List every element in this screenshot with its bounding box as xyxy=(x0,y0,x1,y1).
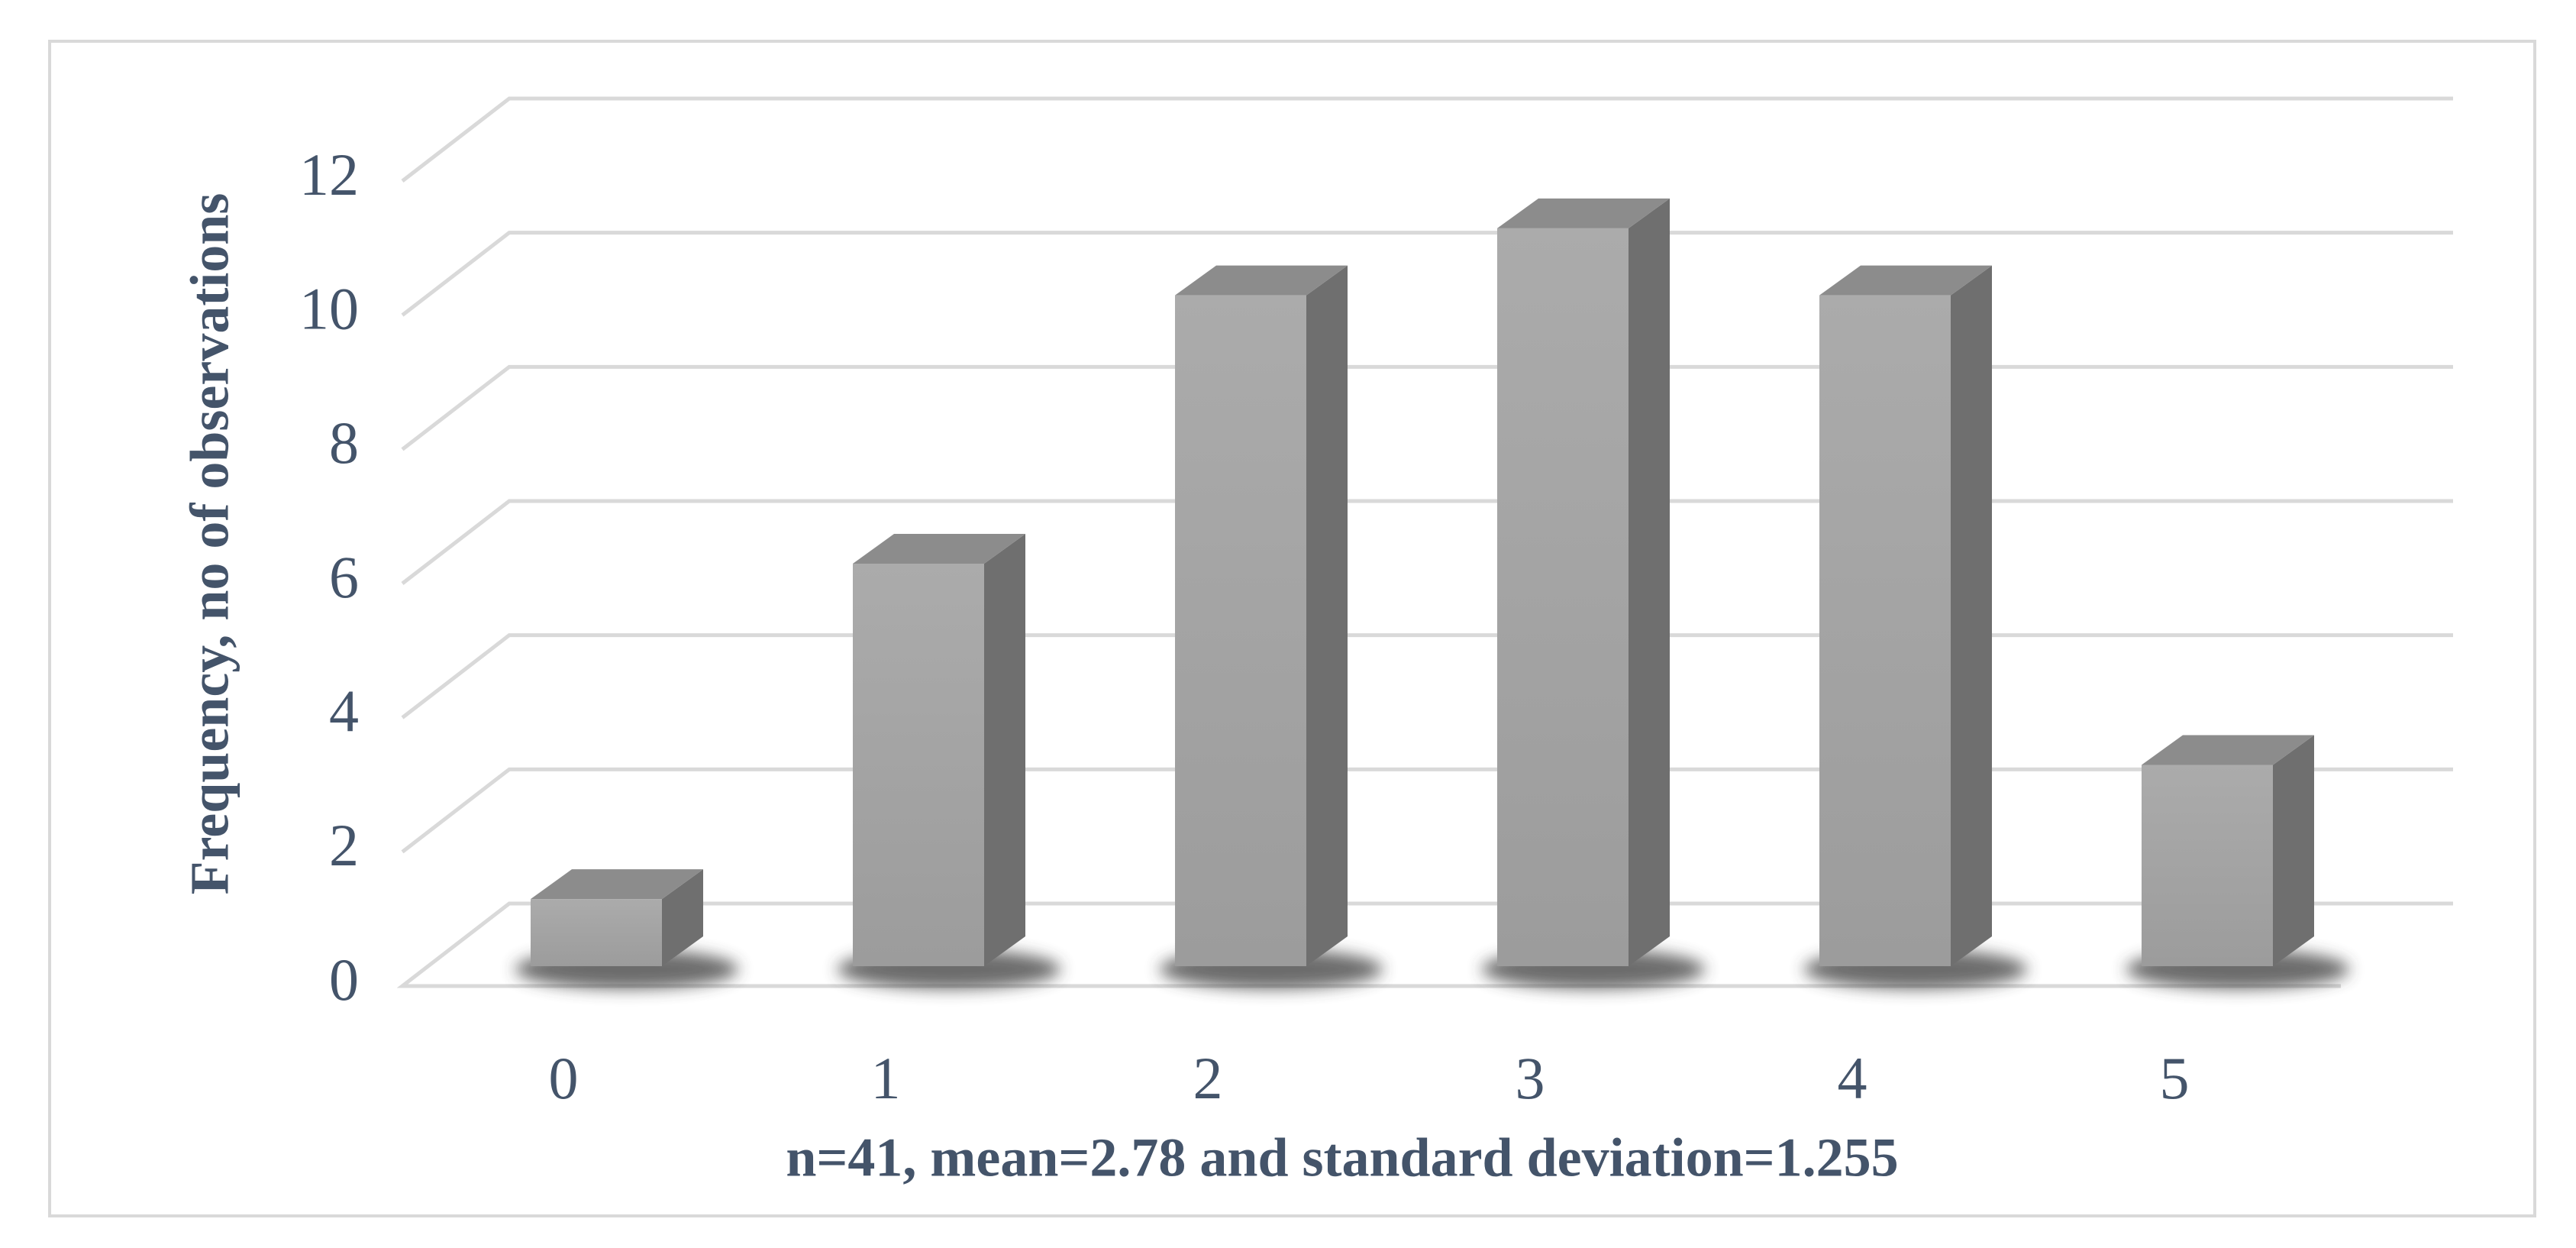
grid-line xyxy=(401,231,2453,317)
bar-top xyxy=(853,534,1025,564)
bar-side xyxy=(2273,735,2314,966)
x-tick-label: 2 xyxy=(1193,1045,1223,1111)
bar-front xyxy=(1819,295,1951,967)
bar-side xyxy=(1951,265,1992,967)
x-tick-label: 4 xyxy=(1838,1045,1867,1111)
bar-top xyxy=(1497,198,1670,228)
bar-front xyxy=(853,564,984,966)
y-tick-label: 2 xyxy=(329,812,359,878)
y-tick-label: 8 xyxy=(329,409,359,476)
x-tick-label: 1 xyxy=(871,1045,901,1111)
bar-top xyxy=(531,869,703,900)
grid-line xyxy=(401,767,2453,854)
y-tick-label: 10 xyxy=(299,276,359,342)
bar-top xyxy=(1819,265,1992,296)
bar xyxy=(837,534,1061,989)
bar-front xyxy=(1175,295,1306,967)
y-tick-label: 6 xyxy=(329,544,359,610)
y-tick-label: 12 xyxy=(299,141,359,208)
grid-line xyxy=(396,901,2453,988)
bar xyxy=(515,869,739,989)
bar-front xyxy=(1497,228,1629,966)
grid-line xyxy=(401,364,2453,451)
bar-side xyxy=(1629,198,1670,966)
x-tick-label: 0 xyxy=(549,1045,579,1111)
y-tick-label: 4 xyxy=(329,678,359,745)
x-tick-label: 3 xyxy=(1516,1045,1545,1111)
bar-side xyxy=(662,869,703,966)
bar xyxy=(1481,198,1706,989)
y-axis-title: Frequency, no of observations xyxy=(179,193,240,895)
bar xyxy=(2126,735,2350,989)
bar xyxy=(1803,265,2028,989)
x-tick-label: 5 xyxy=(2160,1045,2190,1111)
bar-side xyxy=(1306,265,1348,967)
x-axis-title: n=41, mean=2.78 and standard deviation=1… xyxy=(786,1127,1898,1188)
bar xyxy=(1159,265,1383,989)
bar-front xyxy=(531,899,662,966)
bar-side xyxy=(984,534,1025,966)
y-tick-label: 0 xyxy=(329,946,359,1013)
grid-line xyxy=(401,633,2453,719)
bar-front xyxy=(2142,765,2273,966)
bar-top xyxy=(2142,735,2314,765)
bar-top xyxy=(1175,265,1348,296)
grid-line xyxy=(401,499,2453,585)
grid-line xyxy=(401,96,2453,183)
